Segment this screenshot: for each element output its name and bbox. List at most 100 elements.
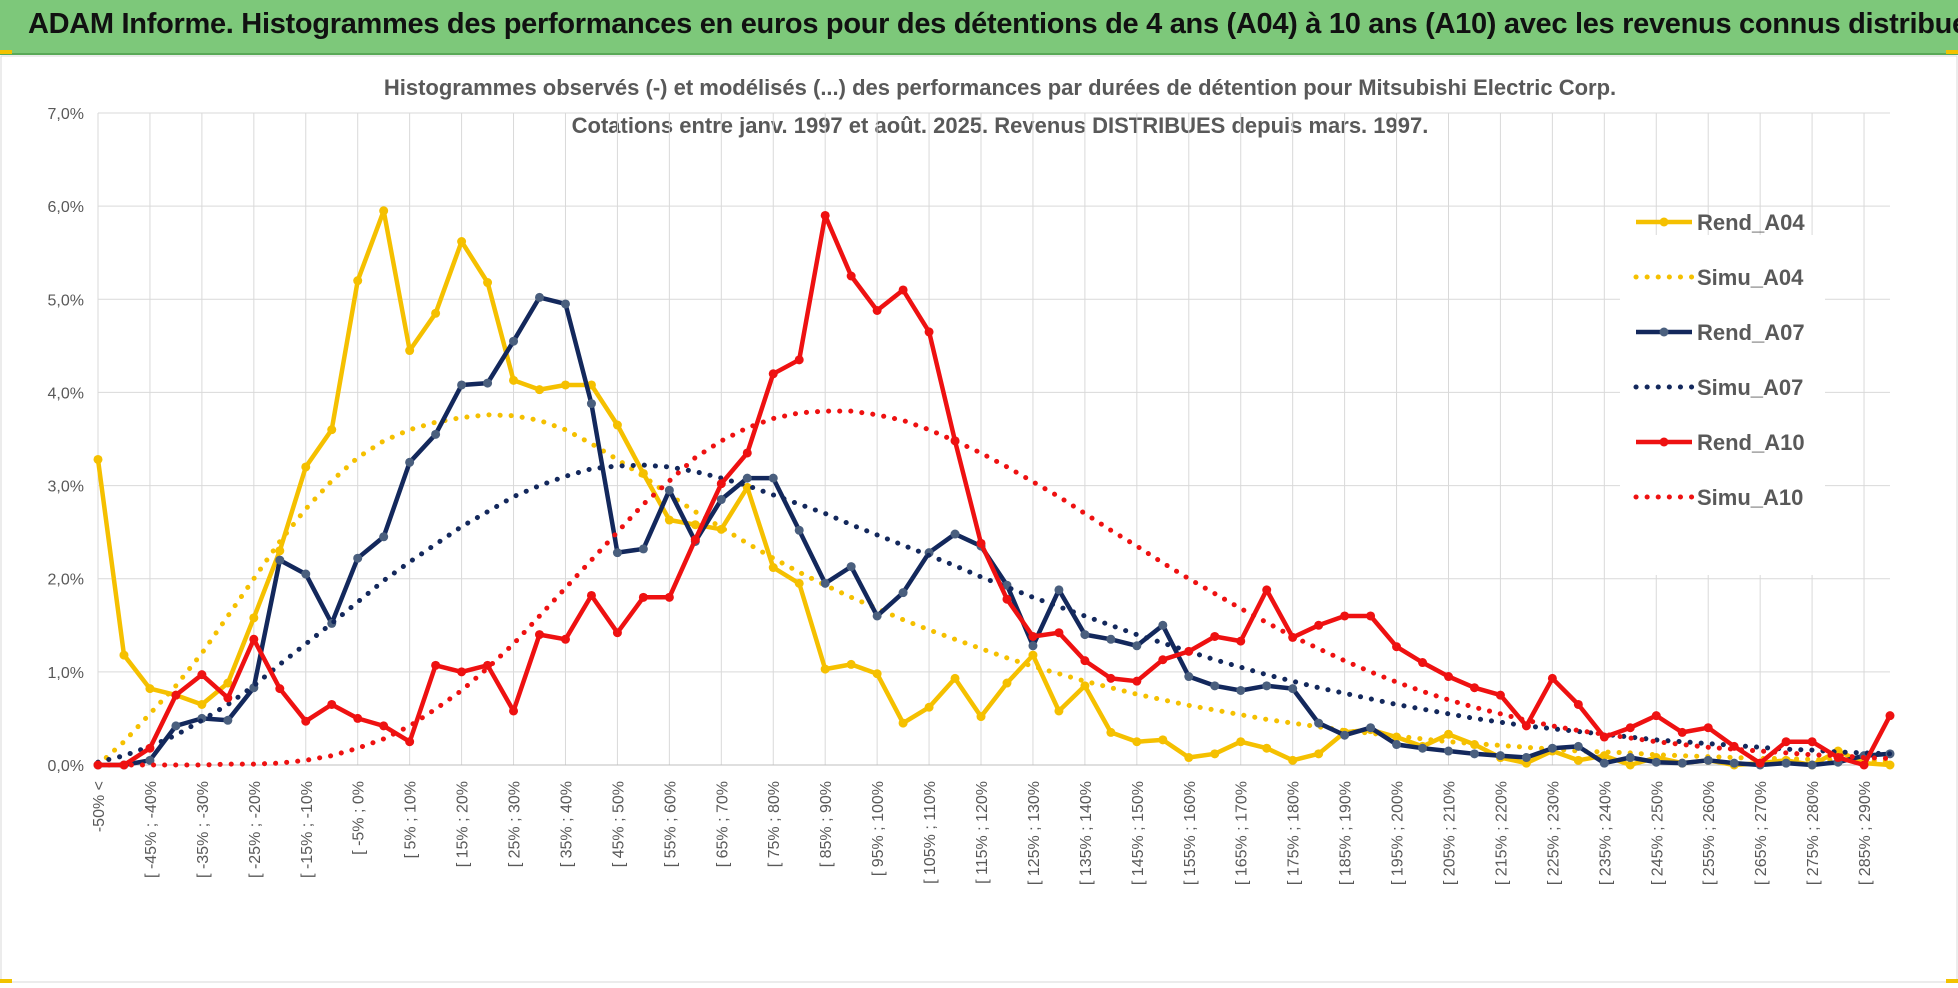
- data-point: [145, 684, 155, 694]
- x-tick-label: [ 15% ; 20%: [455, 781, 472, 867]
- x-tick-label: [ 215% ; 220%: [1493, 781, 1510, 885]
- series-Simu_A04: [95, 412, 1893, 768]
- data-point: [638, 544, 648, 554]
- x-tick-label: [ 175% ; 180%: [1286, 781, 1303, 885]
- x-tick-label: [ 145% ; 150%: [1130, 781, 1147, 885]
- data-point: [612, 548, 622, 558]
- data-point: [301, 462, 311, 472]
- data-point: [1885, 711, 1895, 721]
- x-tick-label: [ 75% ; 80%: [766, 781, 783, 867]
- data-point: [93, 454, 103, 464]
- data-point: [1262, 585, 1272, 595]
- series-line: [95, 208, 1891, 768]
- data-point: [223, 715, 233, 725]
- data-point: [1184, 646, 1194, 656]
- data-point: [1262, 743, 1272, 753]
- data-point: [457, 237, 467, 247]
- data-point: [924, 702, 934, 712]
- frame-corner-marker: [1946, 979, 1958, 983]
- data-point: [431, 308, 441, 318]
- x-tick-label: [ -45% ; -40%: [143, 781, 160, 878]
- data-point: [1002, 594, 1012, 604]
- legend-label: Rend_A10: [1697, 430, 1805, 455]
- data-point: [1132, 641, 1142, 651]
- x-tick-label: -50% <: [91, 781, 108, 832]
- data-point: [327, 699, 337, 709]
- data-point: [145, 755, 155, 765]
- data-point: [249, 634, 259, 644]
- x-tick-label: [ 5% ; 10%: [403, 781, 420, 858]
- data-point: [664, 515, 674, 525]
- x-tick-label: [ 275% ; 280%: [1805, 781, 1822, 885]
- data-point: [1703, 755, 1713, 765]
- legend-marker: [1659, 437, 1669, 447]
- data-point: [353, 713, 363, 723]
- data-point: [794, 578, 804, 588]
- y-axis: 0,0% 1,0% 2,0% 3,0% 4,0% 5,0% 6,0% 7,0%: [48, 106, 84, 775]
- data-point: [1573, 755, 1583, 765]
- legend-label: Simu_A07: [1697, 375, 1803, 400]
- data-point: [768, 563, 778, 573]
- x-tick-label: [ -25% ; -20%: [247, 781, 264, 878]
- y-tick-label: 7,0%: [48, 106, 84, 123]
- data-point: [483, 378, 493, 388]
- chart-subtitle: Cotations entre janv. 1997 et août. 2025…: [572, 113, 1429, 138]
- legend-entry: Rend_A10: [1636, 430, 1805, 455]
- y-tick-label: 6,0%: [48, 199, 84, 216]
- data-point: [560, 634, 570, 644]
- data-point: [1547, 743, 1557, 753]
- data-point: [768, 369, 778, 379]
- data-point: [716, 479, 726, 489]
- data-point: [1443, 746, 1453, 756]
- data-point: [794, 525, 804, 535]
- data-point: [1521, 753, 1531, 763]
- data-point: [405, 737, 415, 747]
- data-point: [119, 760, 129, 770]
- data-point: [742, 482, 752, 492]
- y-tick-label: 2,0%: [48, 572, 84, 589]
- data-point: [1210, 681, 1220, 691]
- data-point: [1158, 735, 1168, 745]
- y-tick-label: 4,0%: [48, 385, 84, 402]
- legend-entry: Simu_A04: [1633, 265, 1804, 290]
- x-tick-label: [ -5% ; 0%: [351, 781, 368, 855]
- data-point: [690, 535, 700, 545]
- x-tick-label: [ 45% ; 50%: [610, 781, 627, 867]
- data-point: [1469, 683, 1479, 693]
- data-point: [1573, 741, 1583, 751]
- data-point: [1340, 611, 1350, 621]
- data-point: [1210, 631, 1220, 641]
- data-point: [275, 684, 285, 694]
- data-point: [509, 375, 519, 385]
- data-point: [1184, 672, 1194, 682]
- data-point: [950, 529, 960, 539]
- data-point: [846, 271, 856, 281]
- x-tick-label: [ 255% ; 260%: [1701, 781, 1718, 885]
- x-tick-label: [ 65% ; 70%: [714, 781, 731, 867]
- x-axis: -50% < [ -45% ; -40% [ -35% ; -30% [ -25% ;…: [91, 781, 1874, 885]
- legend-entry: Simu_A07: [1633, 375, 1803, 400]
- data-point: [1573, 699, 1583, 709]
- chart-area: Histogrammes observés (-) et modélisés (…: [0, 50, 1958, 983]
- data-point: [223, 678, 233, 688]
- histogram-chart: Histogrammes observés (-) et modélisés (…: [0, 55, 1958, 983]
- data-point: [197, 699, 207, 709]
- y-tick-label: 3,0%: [48, 479, 84, 496]
- data-point: [872, 669, 882, 679]
- data-point: [1599, 758, 1609, 768]
- data-point: [612, 420, 622, 430]
- series-Simu_A07: [95, 462, 1893, 765]
- chart-title: Histogrammes observés (-) et modélisés (…: [384, 75, 1616, 100]
- data-point: [457, 380, 467, 390]
- frame-corner-marker: [0, 50, 12, 54]
- data-point: [1314, 718, 1324, 728]
- data-point: [1677, 727, 1687, 737]
- y-tick-label: 5,0%: [48, 292, 84, 309]
- data-point: [976, 538, 986, 548]
- x-tick-label: [ -15% ; -10%: [299, 781, 316, 878]
- data-point: [431, 660, 441, 670]
- data-point: [846, 562, 856, 572]
- x-tick-label: [ 125% ; 130%: [1026, 781, 1043, 885]
- data-point: [405, 346, 415, 356]
- data-point: [1781, 737, 1791, 747]
